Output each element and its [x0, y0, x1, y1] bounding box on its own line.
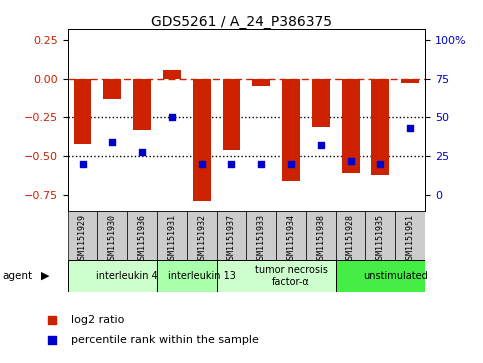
Point	[287, 64, 295, 70]
Point	[138, 149, 146, 155]
Point	[287, 246, 295, 252]
Bar	[336, 260, 425, 291]
Bar	[395, 211, 425, 260]
Bar	[68, 211, 98, 260]
Point	[377, 161, 384, 167]
Bar	[68, 260, 157, 291]
Text: GSM1151951: GSM1151951	[406, 214, 414, 264]
Bar	[133, 79, 151, 130]
Text: unstimulated: unstimulated	[363, 271, 427, 281]
Point	[198, 161, 206, 167]
Bar	[157, 260, 216, 291]
Text: GDS5261 / A_24_P386375: GDS5261 / A_24_P386375	[151, 15, 332, 29]
Point	[79, 161, 86, 167]
Point	[109, 139, 116, 145]
Bar	[98, 211, 127, 260]
Text: GSM1151928: GSM1151928	[346, 214, 355, 264]
Bar	[366, 211, 395, 260]
Bar	[103, 79, 121, 99]
Text: ▶: ▶	[41, 271, 50, 281]
Text: GSM1151932: GSM1151932	[197, 214, 206, 264]
Text: percentile rank within the sample: percentile rank within the sample	[71, 335, 259, 345]
Point	[257, 161, 265, 167]
Bar	[187, 211, 216, 260]
Bar	[282, 79, 300, 181]
Text: GSM1151936: GSM1151936	[138, 214, 146, 264]
Text: GSM1151930: GSM1151930	[108, 214, 117, 264]
Text: tumor necrosis
factor-α: tumor necrosis factor-α	[255, 265, 327, 287]
Text: log2 ratio: log2 ratio	[71, 315, 124, 325]
Text: GSM1151938: GSM1151938	[316, 214, 325, 264]
Bar	[246, 211, 276, 260]
Bar	[336, 211, 366, 260]
Text: interleukin 4: interleukin 4	[96, 271, 158, 281]
Bar	[157, 211, 187, 260]
Bar	[73, 79, 91, 144]
Point	[317, 143, 325, 148]
Point	[406, 126, 414, 131]
Bar	[306, 211, 336, 260]
Text: agent: agent	[2, 271, 32, 281]
Bar	[223, 79, 241, 150]
Text: GSM1151929: GSM1151929	[78, 214, 87, 264]
Text: interleukin 13: interleukin 13	[168, 271, 236, 281]
Bar	[252, 79, 270, 86]
Bar	[371, 79, 389, 175]
Bar	[276, 211, 306, 260]
Point	[227, 161, 235, 167]
Point	[287, 161, 295, 167]
Bar	[216, 211, 246, 260]
Text: GSM1151933: GSM1151933	[257, 214, 266, 264]
Point	[168, 115, 176, 121]
Bar	[193, 79, 211, 201]
Text: GSM1151935: GSM1151935	[376, 214, 385, 264]
Text: GSM1151931: GSM1151931	[168, 214, 176, 264]
Bar	[163, 70, 181, 79]
Point	[347, 158, 355, 164]
Bar	[312, 79, 330, 127]
Bar	[401, 79, 419, 82]
Text: GSM1151937: GSM1151937	[227, 214, 236, 264]
Bar	[341, 79, 359, 173]
Bar	[216, 260, 336, 291]
Text: GSM1151934: GSM1151934	[286, 214, 296, 264]
Bar	[127, 211, 157, 260]
